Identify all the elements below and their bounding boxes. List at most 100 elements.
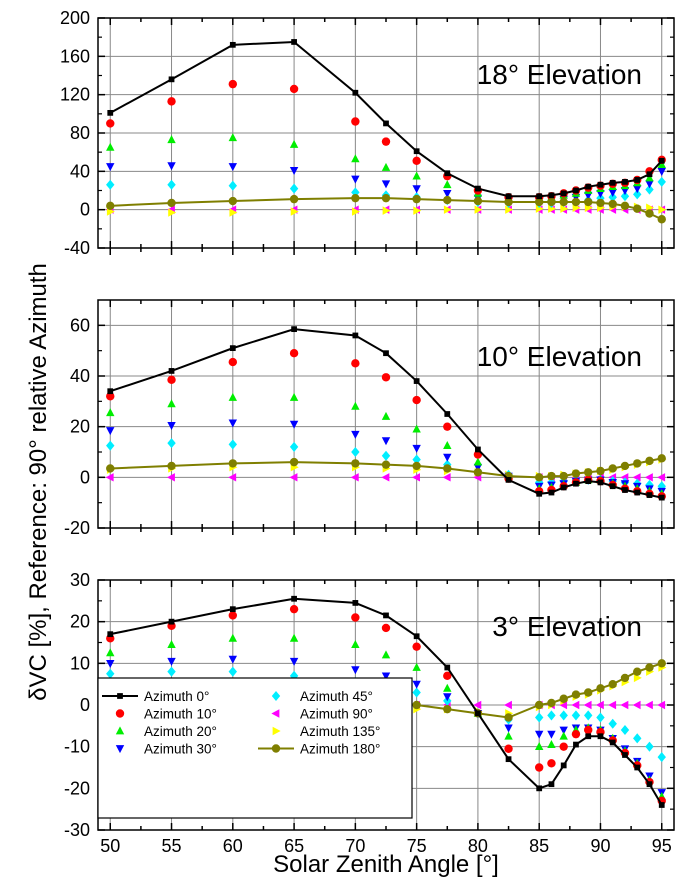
data-point [106,179,115,190]
data-point [106,142,115,151]
data-point [596,712,605,723]
data-point [559,726,568,735]
legend-marker [271,690,281,702]
data-point [443,180,452,189]
data-point [167,438,176,449]
data-point [228,180,238,191]
legend-marker [272,726,281,736]
data-point [634,489,641,496]
legend-entry-azimuth-45: Azimuth 45° [271,689,373,704]
data-point [644,700,653,710]
series-group [105,39,667,224]
data-point [475,710,481,717]
data-point [658,802,665,808]
data-point [229,208,238,217]
data-point [412,680,421,689]
data-point [412,156,421,165]
data-point [645,663,654,672]
data-point [290,207,299,216]
data-point [381,193,391,203]
data-point [228,666,238,677]
data-point [573,741,579,748]
data-point [289,420,299,429]
data-point [584,191,593,200]
grid [98,17,674,249]
data-point [289,633,299,642]
legend-marker [117,693,123,699]
data-point [547,471,556,481]
data-point [597,479,604,486]
data-point [166,473,175,482]
y-tick-label: -20 [64,518,90,538]
data-point [412,473,420,482]
data-point [633,733,642,744]
data-point [584,688,593,697]
plot-frame [97,299,675,529]
data-point [584,710,593,721]
data-point [645,209,654,218]
data-point [596,190,605,198]
data-point [645,173,654,182]
data-point [168,76,175,83]
data-point [571,729,581,739]
y-tick-label: 0 [80,467,90,487]
data-point [608,192,617,203]
data-point [106,392,115,401]
data-point [547,710,556,721]
legend-entry-azimuth-180: Azimuth 180° [258,742,380,757]
data-point [547,197,556,207]
data-point [228,611,238,620]
data-point [383,120,389,127]
data-point [560,204,569,213]
data-point [167,97,176,106]
x-tick-label: 90 [590,836,610,856]
data-point [351,193,360,203]
legend-entry-azimuth-135: Azimuth 135° [272,724,380,739]
data-point [289,604,299,614]
data-point [168,368,175,374]
data-point [289,349,299,358]
legend-entry-azimuth-20: Azimuth 20° [115,724,217,739]
data-point [228,439,238,450]
data-point [473,468,483,477]
data-point [657,659,666,668]
legend-label: Azimuth 0° [144,689,209,704]
data-point [351,639,360,648]
data-point [657,454,666,463]
data-point [633,673,642,683]
data-point [548,192,555,199]
legend-label: Azimuth 10° [144,707,217,722]
data-point [412,395,421,405]
data-point [534,197,544,207]
data-point [444,170,451,177]
y-tick-label: 120 [60,85,90,105]
data-point [228,196,238,206]
data-point [289,473,298,482]
legend-marker [115,745,125,754]
data-point [413,378,420,384]
data-point [289,457,299,467]
series-azimuth-0 [107,326,665,501]
y-tick-label: 40 [70,366,90,386]
y-tick-label: 80 [70,123,90,143]
data-point [167,179,176,190]
data-point [609,483,616,490]
data-point [229,41,236,48]
data-point [597,733,604,740]
data-point [547,759,556,768]
data-point [505,193,512,200]
data-point [548,204,557,213]
data-point [534,730,544,739]
data-point [228,419,238,428]
data-point [473,196,483,206]
data-point [622,752,628,758]
x-tick-label: 80 [468,836,488,856]
data-point [646,171,653,178]
y-tick-label: 10 [70,653,90,673]
legend-entry-azimuth-90: Azimuth 90° [271,707,373,722]
data-point [106,440,115,451]
data-point [595,700,604,710]
data-point [167,162,176,171]
data-point [443,190,452,198]
